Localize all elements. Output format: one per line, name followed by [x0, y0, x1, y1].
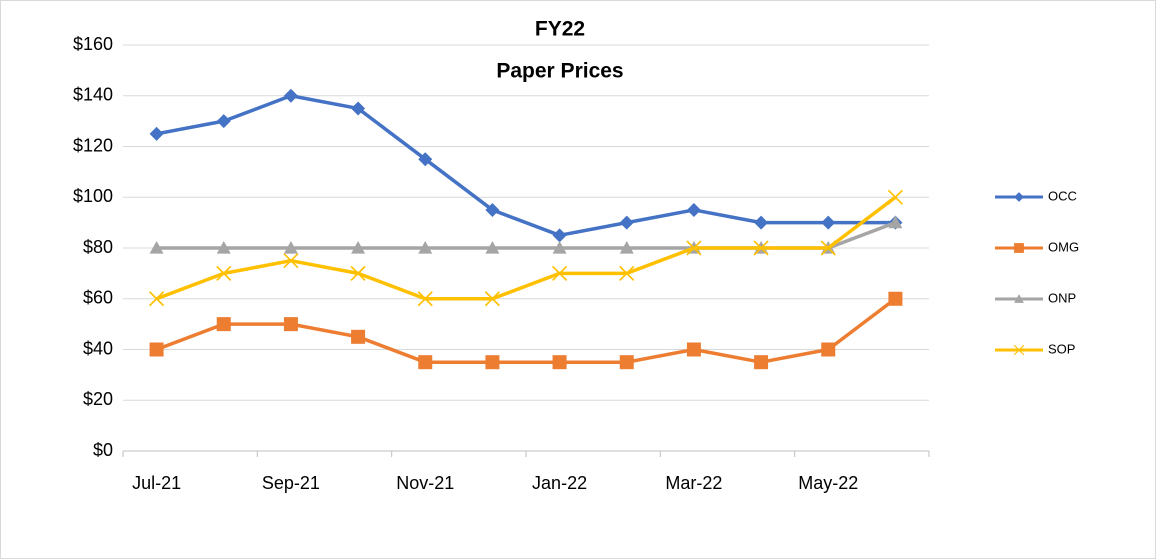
point	[485, 202, 500, 217]
line	[155, 297, 897, 364]
point	[351, 241, 366, 254]
legend-label: OMG	[1048, 239, 1079, 254]
chart-subtitle: Paper Prices	[496, 60, 623, 83]
point	[149, 241, 164, 254]
point	[821, 215, 836, 230]
point	[552, 228, 567, 243]
legend-label: ONP	[1048, 290, 1076, 305]
point	[754, 215, 769, 230]
point	[552, 265, 568, 281]
line	[156, 94, 896, 238]
point	[418, 241, 433, 254]
x-tick-label: Jan-22	[532, 473, 587, 493]
x-tick-label: Sep-21	[262, 473, 320, 493]
point	[484, 291, 500, 307]
legend-marker	[1014, 243, 1024, 253]
line	[155, 195, 897, 301]
point	[686, 240, 702, 256]
point	[149, 291, 165, 307]
point	[821, 342, 836, 357]
point	[686, 202, 701, 217]
point	[888, 215, 903, 229]
point	[619, 241, 634, 254]
x-tick-label: Mar-22	[665, 473, 722, 493]
point	[552, 241, 567, 254]
x-tick-label: Nov-21	[396, 473, 454, 493]
point	[887, 189, 903, 205]
y-tick-label: $140	[73, 85, 113, 105]
point	[283, 253, 299, 269]
y-tick-label: $60	[83, 288, 113, 308]
point	[216, 265, 232, 281]
point	[485, 355, 500, 370]
point	[754, 355, 769, 370]
y-tick-label: $120	[73, 135, 113, 155]
series	[149, 189, 903, 307]
point	[686, 342, 701, 357]
chart-title: FY22	[535, 18, 585, 41]
point	[485, 241, 500, 254]
y-tick-label: $160	[73, 34, 113, 54]
legend-label: SOP	[1048, 341, 1075, 356]
point	[283, 241, 298, 254]
point	[149, 342, 164, 357]
point	[283, 88, 298, 103]
y-tick-label: $0	[93, 440, 113, 460]
point	[149, 126, 164, 141]
y-tick-label: $20	[83, 389, 113, 409]
y-tick-label: $100	[73, 186, 113, 206]
legend-marker	[1013, 344, 1025, 356]
legend-marker	[1014, 294, 1024, 303]
point	[350, 265, 366, 281]
point	[888, 291, 903, 306]
point	[753, 240, 769, 256]
y-tick-label: $40	[83, 338, 113, 358]
point	[552, 355, 567, 370]
x-tick-label: Jul-21	[132, 473, 181, 493]
point	[418, 355, 433, 370]
x-tick-label: May-22	[798, 473, 858, 493]
point	[283, 317, 298, 332]
legend-label: OCC	[1048, 188, 1077, 203]
point	[216, 317, 231, 332]
point	[820, 240, 836, 256]
point	[216, 241, 231, 254]
point	[418, 152, 433, 167]
point	[619, 265, 635, 281]
point	[619, 215, 634, 230]
point	[619, 355, 634, 370]
point	[216, 114, 231, 129]
point	[351, 101, 366, 116]
point	[417, 291, 433, 307]
point	[351, 329, 366, 344]
series	[149, 291, 903, 370]
y-tick-label: $80	[83, 237, 113, 257]
